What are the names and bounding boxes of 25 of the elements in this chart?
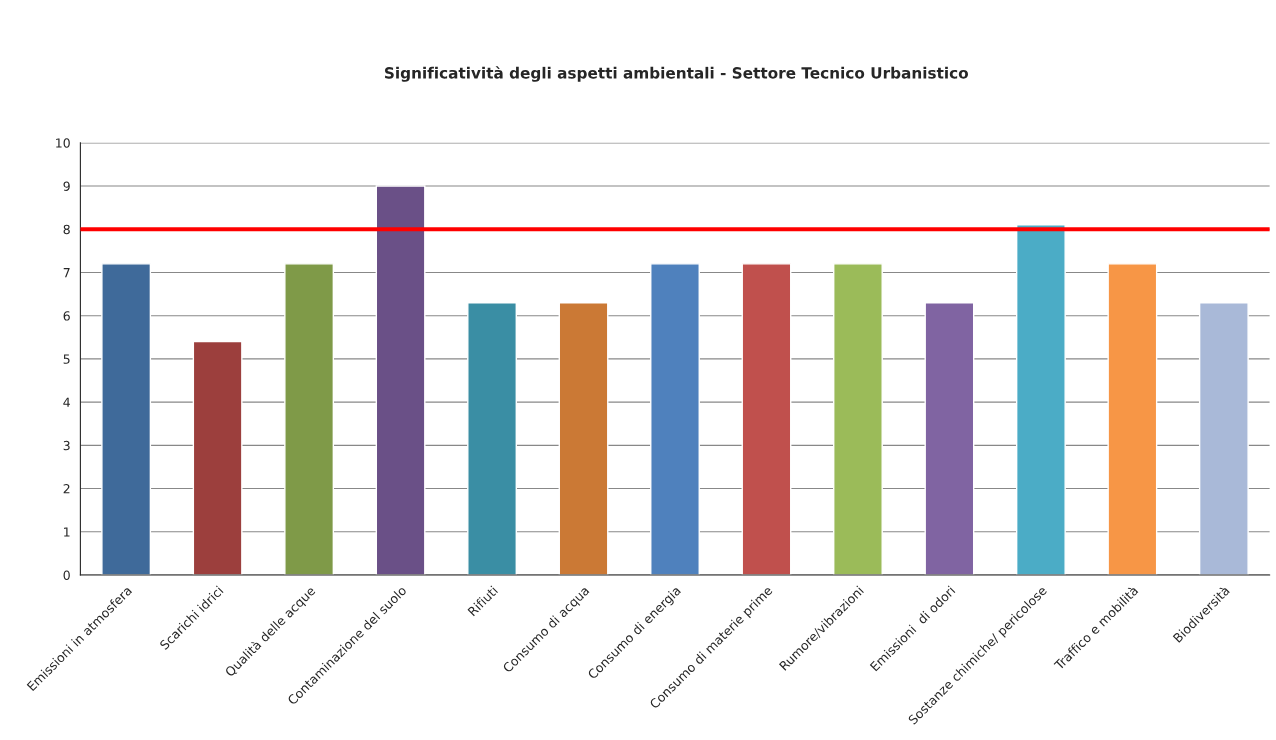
y-tick-label: 4	[63, 397, 70, 407]
bar	[1107, 263, 1158, 575]
bar	[924, 302, 975, 575]
bar	[101, 263, 152, 575]
y-tick-label: 3	[63, 440, 70, 451]
bar	[1015, 224, 1066, 575]
y-tick-label: 7	[63, 268, 70, 278]
y-tick-label: 0	[63, 570, 70, 580]
chart-title: Significatività degli aspetti ambientali - Settore Tecnico Urbanistico	[384, 66, 969, 82]
y-tick-label: 8	[63, 224, 70, 235]
y-tick-label: 1	[64, 527, 70, 537]
bar	[650, 263, 700, 575]
y-tick-label: 2	[63, 484, 70, 494]
bar	[375, 185, 426, 575]
bar	[833, 263, 883, 575]
y-tick-label: 9	[63, 181, 70, 191]
bar	[467, 302, 517, 575]
y-tick-label: 10	[56, 138, 70, 148]
y-tick-label: 6	[63, 311, 70, 321]
bar	[284, 263, 335, 575]
bar	[192, 340, 243, 575]
bar	[558, 302, 609, 575]
bar	[1198, 302, 1249, 575]
bar	[741, 263, 792, 575]
y-tick-label: 5	[63, 354, 70, 364]
